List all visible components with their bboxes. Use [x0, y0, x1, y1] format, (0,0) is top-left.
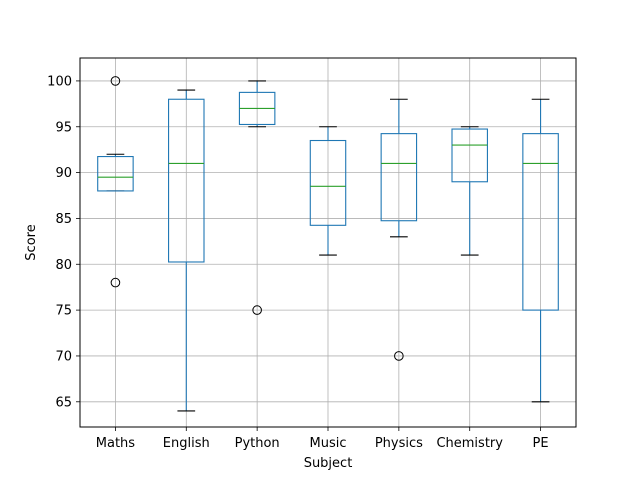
- outlier-point: [110, 277, 121, 288]
- box-group: [522, 98, 559, 403]
- x-tick-label: Python: [235, 436, 280, 451]
- y-tick-label: 70: [55, 349, 72, 364]
- y-tick-label: 75: [55, 304, 72, 319]
- x-tick-label: Maths: [96, 436, 136, 451]
- x-tick-label: Chemistry: [436, 436, 503, 451]
- y-tick-label: 100: [47, 74, 72, 89]
- y-tick-label: 95: [55, 120, 72, 135]
- box-group: [309, 126, 347, 256]
- x-tick-label: English: [163, 436, 210, 451]
- x-axis-label: Subject: [304, 456, 353, 471]
- box-group: [238, 80, 276, 315]
- y-axis-label: Score: [24, 224, 39, 260]
- y-tick-label: 85: [55, 212, 72, 227]
- y-tick-label: 90: [55, 166, 72, 181]
- box-group: [97, 76, 134, 288]
- iqr-box: [97, 156, 134, 192]
- outlier-point: [394, 351, 404, 361]
- iqr-box: [168, 98, 205, 263]
- box-group: [451, 126, 488, 256]
- x-tick-label: Music: [310, 436, 347, 451]
- box-layer: [97, 76, 559, 412]
- outlier-point: [110, 76, 121, 86]
- box-group: [380, 98, 418, 361]
- x-tick-label: Physics: [375, 436, 423, 451]
- outlier-point: [252, 305, 262, 315]
- iqr-box: [451, 128, 488, 183]
- y-tick-label: 80: [55, 258, 72, 273]
- iqr-box: [522, 133, 559, 311]
- tick-layer: 65 70 75 80 85 90 95 100 Maths English Python Music…: [47, 74, 548, 451]
- y-tick-label: 65: [55, 395, 72, 410]
- iqr-box: [380, 133, 418, 222]
- box-group: [168, 89, 205, 412]
- iqr-box: [309, 139, 347, 226]
- x-tick-label: PE: [533, 436, 549, 451]
